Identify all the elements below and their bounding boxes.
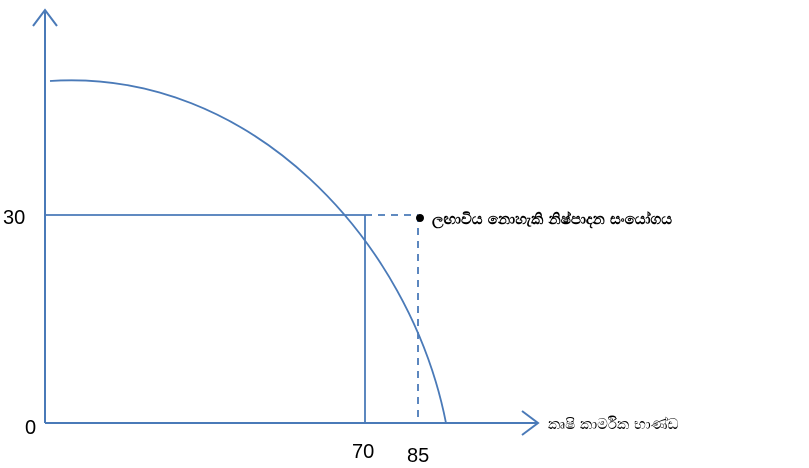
x-axis-label: කෘෂි කාර්මික භාණ්ඩ <box>548 415 679 433</box>
y-axis-arrowhead <box>32 8 58 27</box>
ppf-curve <box>49 79 447 424</box>
x-tick-70: 70 <box>352 441 374 463</box>
unattainable-point-marker <box>416 214 424 222</box>
x-axis-arrowhead <box>521 410 540 436</box>
x-tick-85: 85 <box>407 445 429 467</box>
y-tick-0: 0 <box>25 417 36 439</box>
unattainable-point-label: ලඟාවිය නොහැකි නිෂ්පාදන සංයෝගය <box>432 210 672 229</box>
y-tick-30: 30 <box>3 207 25 229</box>
